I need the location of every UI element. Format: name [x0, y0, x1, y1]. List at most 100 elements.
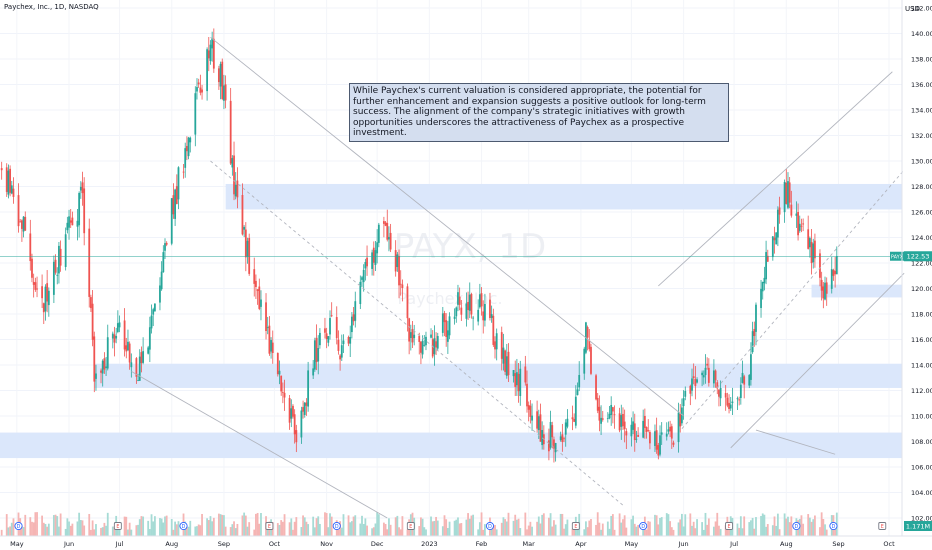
- volume-bar: [536, 521, 539, 536]
- candle-body: [537, 416, 540, 431]
- candle-body: [622, 413, 624, 427]
- candle-body: [489, 299, 491, 319]
- volume-bar: [194, 526, 197, 536]
- dividend-marker[interactable]: [179, 521, 188, 531]
- volume-bar: [140, 516, 143, 536]
- candle-body: [396, 254, 399, 268]
- candle-body: [590, 346, 592, 374]
- trendline[interactable]: [210, 36, 684, 417]
- earnings-marker[interactable]: [265, 522, 274, 530]
- volume-bar: [470, 515, 473, 536]
- candle-body: [10, 185, 13, 194]
- candle-body: [361, 277, 363, 280]
- candle-body: [46, 283, 49, 302]
- volume-bar: [303, 517, 306, 536]
- dividend-marker[interactable]: [485, 521, 495, 531]
- trendline[interactable]: [730, 272, 905, 449]
- event-label: E: [409, 524, 412, 530]
- volume-bar: [148, 529, 151, 536]
- candle-body: [128, 343, 131, 363]
- volume-bar: [507, 512, 510, 536]
- volume-bar: [586, 527, 589, 536]
- volume-bar: [160, 518, 163, 536]
- volume-bar: [420, 517, 422, 536]
- symbol-title[interactable]: Paychex, Inc., 1D, NASDAQ: [4, 3, 99, 11]
- volume-bar: [771, 525, 774, 536]
- volume-bar: [477, 529, 480, 536]
- y-tick-label: 120.00: [911, 285, 932, 293]
- volume-bar: [22, 527, 25, 536]
- volume-bar: [654, 514, 656, 536]
- candle-body: [24, 216, 27, 231]
- candle-body: [553, 439, 555, 449]
- candle-body: [44, 286, 47, 312]
- volume-bar: [505, 521, 508, 536]
- volume-bar: [201, 513, 203, 536]
- volume-bar: [372, 527, 375, 536]
- candle-body: [268, 325, 271, 354]
- candle-body: [755, 304, 757, 332]
- earnings-marker[interactable]: [571, 522, 580, 530]
- trendline[interactable]: [755, 429, 836, 455]
- candle-body: [430, 334, 432, 338]
- candle-body: [398, 255, 400, 286]
- candle-body: [182, 171, 185, 173]
- candle-body: [448, 316, 451, 336]
- volume-bar: [657, 524, 660, 536]
- volume-bar: [484, 524, 486, 536]
- dividend-marker[interactable]: [332, 521, 341, 531]
- candle-body: [465, 303, 468, 319]
- candle-body: [401, 284, 404, 288]
- volume-bar: [751, 517, 754, 536]
- volume-bar: [241, 515, 244, 536]
- trendline[interactable]: [681, 169, 905, 430]
- volume-bar: [211, 521, 214, 536]
- dividend-marker[interactable]: [14, 521, 23, 531]
- event-label: D: [182, 524, 186, 530]
- candle-body: [714, 370, 717, 381]
- volume-bar: [41, 515, 43, 536]
- volume-bar: [253, 529, 256, 536]
- volume-bar: [689, 513, 692, 536]
- candle-body: [655, 430, 658, 450]
- volume-bar: [47, 523, 50, 536]
- volume-bar: [206, 518, 208, 536]
- volume-bar: [808, 517, 811, 536]
- dividend-marker[interactable]: [829, 521, 838, 531]
- earnings-marker[interactable]: [878, 522, 887, 530]
- candle-body: [760, 288, 762, 308]
- dividend-marker[interactable]: [792, 521, 801, 531]
- x-tick-label: Sep: [832, 540, 844, 548]
- candle-body: [303, 402, 306, 415]
- y-tick-label: 130.00: [911, 158, 932, 166]
- volume-bar: [549, 513, 552, 536]
- volume-bar: [229, 527, 232, 536]
- trendline[interactable]: [131, 370, 388, 519]
- dividend-marker[interactable]: [639, 521, 648, 531]
- volume-bar: [307, 524, 310, 536]
- note-annotation[interactable]: While Paychex's current valuation is con…: [349, 83, 729, 142]
- candle-body: [819, 253, 821, 278]
- trendline[interactable]: [658, 71, 893, 287]
- volume-bar: [7, 527, 10, 536]
- candle-body: [79, 186, 82, 191]
- candle-body: [236, 180, 239, 198]
- earnings-marker[interactable]: [406, 522, 415, 530]
- volume-bar: [10, 522, 13, 536]
- volume-bar: [514, 514, 517, 536]
- volume-bar: [465, 519, 468, 536]
- earnings-marker[interactable]: [725, 522, 733, 530]
- candle-body: [659, 435, 661, 455]
- candle-body: [660, 432, 663, 435]
- volume-bar: [300, 527, 303, 536]
- candle-body: [835, 256, 838, 275]
- x-tick-label: May: [625, 540, 639, 548]
- candle-body: [606, 418, 609, 419]
- candle-body: [408, 318, 411, 342]
- candle-body: [276, 353, 279, 375]
- earnings-marker[interactable]: [113, 522, 122, 530]
- candle-body: [241, 195, 244, 235]
- candle-body: [340, 345, 343, 358]
- volume-bar: [165, 515, 168, 536]
